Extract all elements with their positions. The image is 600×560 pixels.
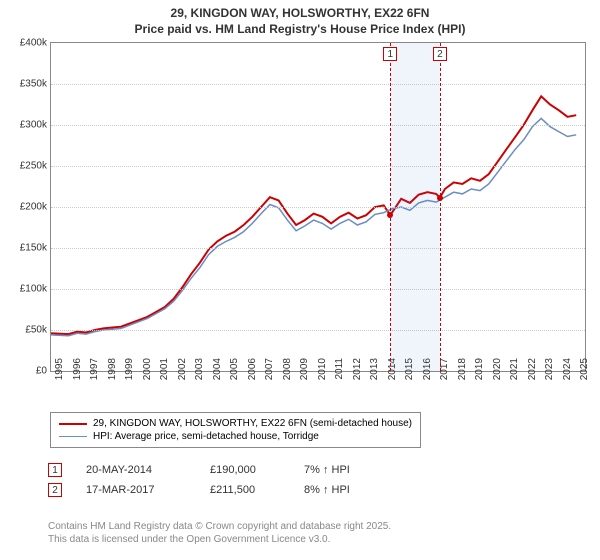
transaction-date: 20-MAY-2014 xyxy=(86,464,186,476)
title-line-2: Price paid vs. HM Land Registry's House … xyxy=(0,22,600,38)
x-axis-label: 2019 xyxy=(474,358,485,388)
attribution-line-1: Contains HM Land Registry data © Crown c… xyxy=(48,520,391,533)
y-axis-label: £50k xyxy=(7,325,47,336)
gridline xyxy=(51,289,585,290)
transaction-num: 2 xyxy=(48,483,62,497)
transaction-price: £211,500 xyxy=(210,484,280,496)
x-axis-label: 2021 xyxy=(509,358,520,388)
x-axis-label: 2023 xyxy=(544,358,555,388)
x-axis-label: 2002 xyxy=(177,358,188,388)
series-line xyxy=(51,118,576,335)
legend-item: 29, KINGDON WAY, HOLSWORTHY, EX22 6FN (s… xyxy=(59,417,412,430)
x-axis-label: 1997 xyxy=(89,358,100,388)
x-axis-label: 2005 xyxy=(229,358,240,388)
y-axis-label: £150k xyxy=(7,243,47,254)
y-axis-label: £250k xyxy=(7,161,47,172)
chart-area: £0£50k£100k£150k£200k£250k£300k£350k£400… xyxy=(6,42,592,402)
attribution: Contains HM Land Registry data © Crown c… xyxy=(48,520,391,546)
transaction-pct: 7% ↑ HPI xyxy=(304,464,394,476)
gridline xyxy=(51,330,585,331)
legend-swatch xyxy=(59,423,87,425)
legend-swatch xyxy=(59,436,87,437)
event-marker-dot xyxy=(437,195,443,201)
x-axis-label: 1996 xyxy=(72,358,83,388)
transaction-row: 1 20-MAY-2014 £190,000 7% ↑ HPI xyxy=(48,460,394,480)
series-line xyxy=(51,96,576,334)
x-axis-label: 2001 xyxy=(159,358,170,388)
gridline xyxy=(51,84,585,85)
y-axis-label: £100k xyxy=(7,284,47,295)
y-axis-label: £200k xyxy=(7,202,47,213)
x-axis-label: 2020 xyxy=(492,358,503,388)
title-block: 29, KINGDON WAY, HOLSWORTHY, EX22 6FN Pr… xyxy=(0,0,600,41)
x-axis-label: 2009 xyxy=(299,358,310,388)
x-axis-label: 2006 xyxy=(247,358,258,388)
x-axis-label: 1995 xyxy=(54,358,65,388)
x-axis-label: 2003 xyxy=(194,358,205,388)
title-line-1: 29, KINGDON WAY, HOLSWORTHY, EX22 6FN xyxy=(0,6,600,22)
x-axis-label: 2013 xyxy=(369,358,380,388)
x-axis-label: 2022 xyxy=(527,358,538,388)
x-axis-label: 2025 xyxy=(579,358,590,388)
x-axis-label: 2018 xyxy=(457,358,468,388)
chart-container: 29, KINGDON WAY, HOLSWORTHY, EX22 6FN Pr… xyxy=(0,0,600,560)
legend-label: HPI: Average price, semi-detached house,… xyxy=(93,431,319,442)
legend-label: 29, KINGDON WAY, HOLSWORTHY, EX22 6FN (s… xyxy=(93,418,412,429)
x-axis-label: 2008 xyxy=(282,358,293,388)
gridline xyxy=(51,125,585,126)
transaction-table: 1 20-MAY-2014 £190,000 7% ↑ HPI 2 17-MAR-2017… xyxy=(48,460,394,500)
attribution-line-2: This data is licensed under the Open Gov… xyxy=(48,533,391,546)
x-axis-label: 2000 xyxy=(142,358,153,388)
event-line xyxy=(390,43,391,371)
transaction-date: 17-MAR-2017 xyxy=(86,484,186,496)
y-axis-label: £350k xyxy=(7,79,47,90)
transaction-price: £190,000 xyxy=(210,464,280,476)
x-axis-label: 2011 xyxy=(334,358,345,388)
x-axis-label: 1998 xyxy=(107,358,118,388)
event-line xyxy=(440,43,441,371)
transaction-num: 1 xyxy=(48,463,62,477)
x-axis-label: 2010 xyxy=(317,358,328,388)
y-axis-label: £300k xyxy=(7,120,47,131)
y-axis-label: £400k xyxy=(7,38,47,49)
gridline xyxy=(51,166,585,167)
legend: 29, KINGDON WAY, HOLSWORTHY, EX22 6FN (s… xyxy=(50,412,421,448)
y-axis-label: £0 xyxy=(7,366,47,377)
plot-region: £0£50k£100k£150k£200k£250k£300k£350k£400… xyxy=(50,42,586,372)
gridline xyxy=(51,207,585,208)
transaction-row: 2 17-MAR-2017 £211,500 8% ↑ HPI xyxy=(48,480,394,500)
x-axis-label: 2007 xyxy=(264,358,275,388)
event-marker-label: 1 xyxy=(383,47,397,61)
legend-item: HPI: Average price, semi-detached house,… xyxy=(59,430,412,443)
event-band xyxy=(390,43,440,371)
x-axis-label: 2004 xyxy=(212,358,223,388)
event-marker-label: 2 xyxy=(433,47,447,61)
x-axis-label: 2012 xyxy=(352,358,363,388)
gridline xyxy=(51,248,585,249)
x-axis-label: 2024 xyxy=(562,358,573,388)
event-marker-dot xyxy=(387,212,393,218)
transaction-pct: 8% ↑ HPI xyxy=(304,484,394,496)
x-axis-label: 1999 xyxy=(124,358,135,388)
